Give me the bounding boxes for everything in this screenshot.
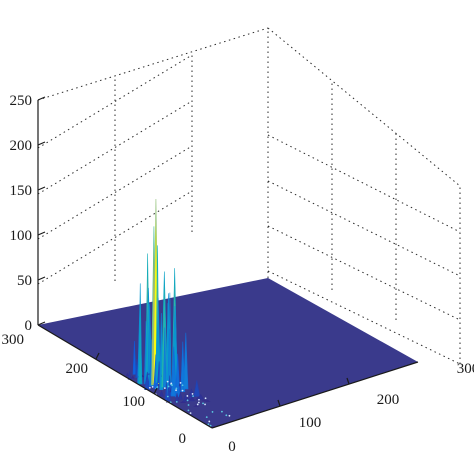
surface-speckle xyxy=(205,416,208,418)
surface-speckle xyxy=(211,411,214,413)
surface-speckle xyxy=(166,395,169,398)
axes xyxy=(37,96,419,429)
surface-speckle xyxy=(175,389,177,392)
surface-peak xyxy=(197,393,205,400)
surface-speckle xyxy=(204,403,206,406)
x-tick-mark-100 xyxy=(277,399,281,407)
z-tick-label: 0 xyxy=(25,318,33,334)
surface-speckle xyxy=(207,423,210,426)
surface-speckle xyxy=(179,381,182,384)
surface-speckle xyxy=(170,382,173,385)
surface-speckle xyxy=(208,420,211,423)
z-tick-label: 200 xyxy=(10,138,33,154)
z-tick-label: 250 xyxy=(10,93,33,109)
x-tick-label: 200 xyxy=(377,392,400,408)
surface-peak xyxy=(130,375,135,379)
surface-speckle xyxy=(186,395,189,397)
surface-peak xyxy=(183,332,189,390)
y-tick-label: 0 xyxy=(179,431,187,447)
grid-back-walls xyxy=(37,27,461,365)
gridline-left-wall-z200 xyxy=(37,54,193,149)
surface-speckle xyxy=(181,389,184,392)
surface-speckle xyxy=(163,387,166,390)
surface-speckle xyxy=(186,399,189,402)
z-tick-mark-200 xyxy=(37,141,46,146)
surface-peak xyxy=(163,327,167,388)
z-tick-label: 50 xyxy=(17,273,32,289)
z-tick-mark-50 xyxy=(37,276,46,281)
surface-peak xyxy=(161,271,168,388)
surface-speckle xyxy=(167,385,170,388)
surface-speckle xyxy=(228,414,231,417)
surface-speckle xyxy=(197,401,200,404)
surface-speckle xyxy=(156,386,159,388)
z-tick-label: 150 xyxy=(10,183,33,199)
surface-peak xyxy=(125,372,130,377)
surface-speckle xyxy=(187,409,190,412)
surface-speckle xyxy=(148,386,151,389)
surface-speckle xyxy=(187,404,190,406)
z-tick-mark-150 xyxy=(37,186,46,191)
surface-speckle xyxy=(191,393,194,395)
surface-speckle xyxy=(204,397,207,400)
z-tick-mark-0 xyxy=(37,321,46,326)
gridline-right-wall-z50 xyxy=(267,270,461,365)
surface-speckle xyxy=(192,395,194,398)
surface-speckle xyxy=(151,386,154,388)
y-tick-label: 300 xyxy=(2,332,25,348)
surface-peak xyxy=(201,400,208,402)
surface-peak xyxy=(179,400,187,403)
y-tick-mark-200 xyxy=(95,352,100,360)
surface-peak xyxy=(135,359,139,379)
z-tick-label: 100 xyxy=(10,228,33,244)
surface-speckle xyxy=(221,410,223,413)
surface-speckle xyxy=(166,380,169,383)
gridline-right-wall-z150 xyxy=(267,180,461,277)
surface-floor xyxy=(38,278,418,428)
surface-peak xyxy=(138,283,143,384)
surface-speckle xyxy=(196,403,199,406)
surface-speckle xyxy=(175,400,178,403)
y-tick-label: 100 xyxy=(123,394,146,410)
x-tick-label: 0 xyxy=(228,439,236,455)
surface-peak xyxy=(177,391,183,400)
surface-peak xyxy=(205,399,211,402)
surface-speckle xyxy=(175,387,178,390)
y-tick-mark-100 xyxy=(153,387,158,395)
surface-peak xyxy=(188,396,196,401)
surface-peaks xyxy=(125,199,231,427)
z-tick-mark-250 xyxy=(37,96,46,101)
surface-peak xyxy=(132,341,137,375)
x-tick-mark-200 xyxy=(346,377,350,385)
surface-speckle xyxy=(198,398,200,401)
surface-speckle xyxy=(189,412,192,415)
surface-peak xyxy=(159,390,165,397)
surface-peak xyxy=(170,346,177,397)
gridline-right-wall-z200 xyxy=(267,134,461,233)
z-tick-mark-100 xyxy=(37,231,46,236)
surface-speckle xyxy=(202,402,204,405)
x-tick-label: 100 xyxy=(299,415,322,431)
y-axis-line xyxy=(37,324,213,429)
surface-speckle xyxy=(209,424,212,427)
x-tick-label: 300 xyxy=(457,361,474,377)
y-tick-label: 200 xyxy=(66,361,89,377)
gridline-left-wall-z250 xyxy=(37,27,269,101)
x-axis-line xyxy=(211,361,419,429)
surface-speckle xyxy=(181,384,184,387)
surface-peak xyxy=(193,380,201,397)
surface-speckle xyxy=(225,414,228,417)
surface-peak xyxy=(193,404,200,407)
gridline-right-wall-z100 xyxy=(267,225,461,321)
gridline-right-wall-z250 xyxy=(267,27,461,187)
